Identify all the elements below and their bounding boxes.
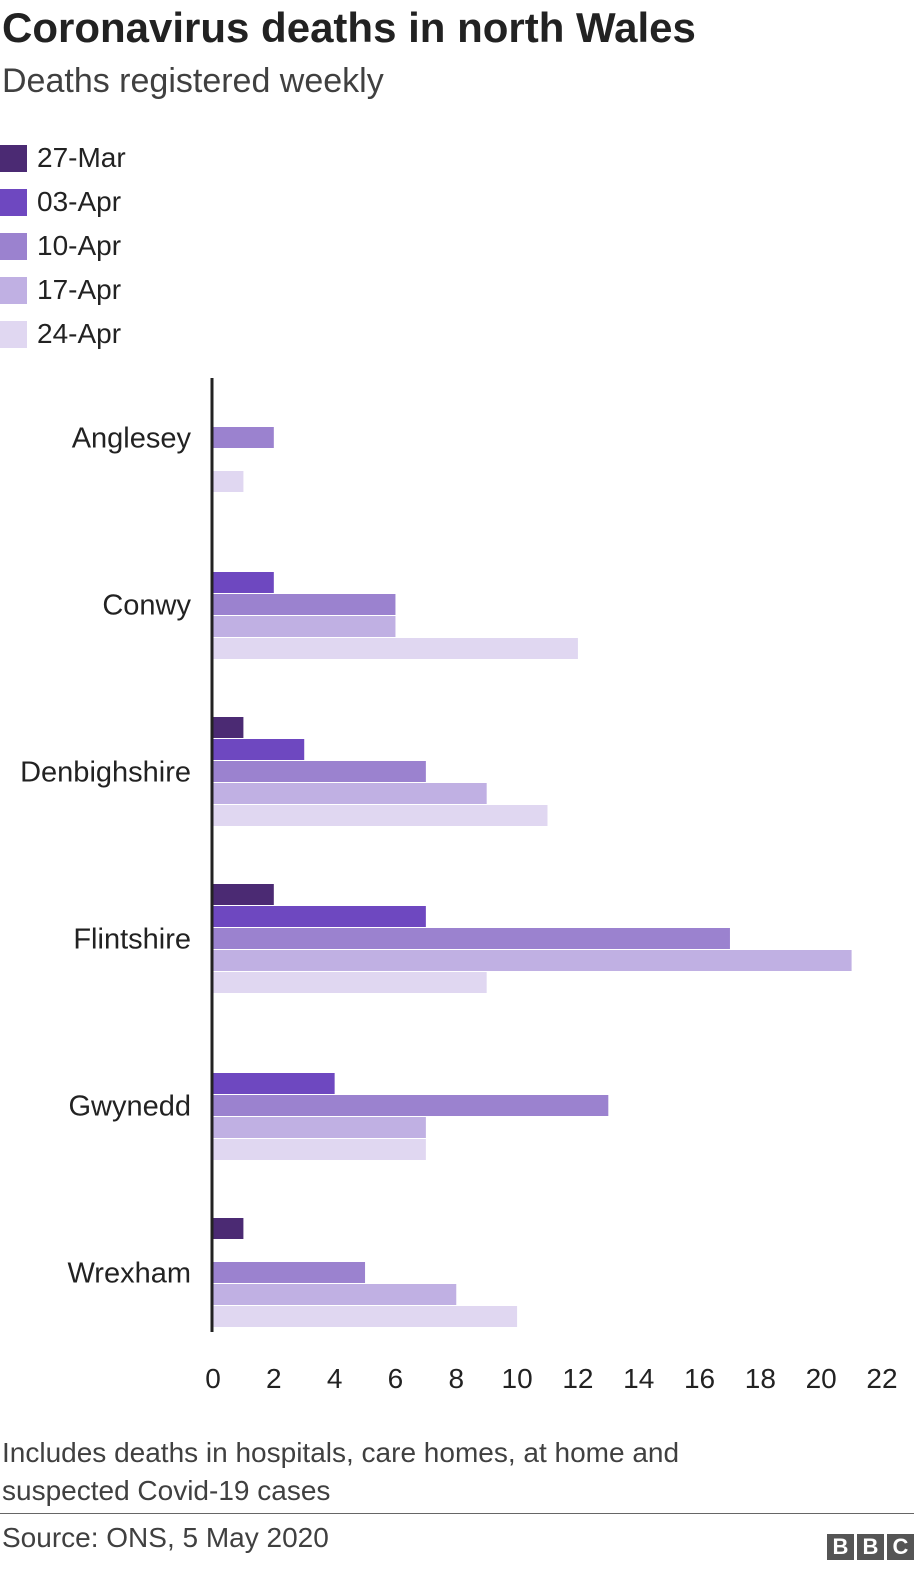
x-tick-label: 14: [623, 1363, 654, 1394]
bar: [213, 1117, 426, 1138]
category-label: Wrexham: [67, 1258, 191, 1290]
bar: [213, 638, 578, 659]
bar: [213, 616, 396, 637]
bar: [213, 1262, 366, 1283]
bar: [213, 572, 274, 593]
bar: [213, 884, 274, 905]
chart-note: Includes deaths in hospitals, care homes…: [2, 1437, 680, 1506]
bar-chart: Anglesey Conwy Denbighshire Flintshire Gwyne…: [20, 378, 898, 1394]
divider: [0, 1513, 914, 1514]
bar: [213, 594, 396, 615]
x-tick-label: 18: [745, 1363, 776, 1394]
legend-label: 24-Apr: [37, 318, 122, 349]
legend-label: 17-Apr: [37, 274, 122, 305]
legend-item: 03-Apr: [0, 180, 126, 224]
chart-subtitle: Deaths registered weekly: [2, 62, 384, 100]
bar: [213, 1306, 518, 1327]
x-tick-label: 20: [806, 1363, 837, 1394]
bar: [213, 928, 730, 949]
bar: [213, 427, 274, 448]
legend-swatch: [0, 232, 27, 260]
x-tick-label: 12: [562, 1363, 593, 1394]
category-label: Gwynedd: [68, 1091, 191, 1123]
bar: [213, 1073, 335, 1094]
bar: [213, 717, 244, 738]
chart-title: Coronavirus deaths in north Wales: [2, 4, 696, 51]
category-label: Conwy: [102, 590, 191, 622]
category-label: Flintshire: [73, 924, 191, 956]
logo-letter: B: [857, 1534, 884, 1560]
legend-swatch: [0, 188, 27, 216]
legend-label: 27-Mar: [37, 142, 126, 173]
bar: [213, 950, 852, 971]
category-label: Anglesey: [72, 423, 192, 455]
legend-item: 24-Apr: [0, 312, 126, 356]
legend-swatch: [0, 276, 27, 304]
category-label: Denbighshire: [20, 757, 191, 789]
source-text: Source: ONS, 5 May 2020: [2, 1522, 329, 1553]
x-tick-label: 4: [327, 1363, 343, 1394]
x-tick-label: 22: [866, 1363, 897, 1394]
legend-item: 27-Mar: [0, 136, 126, 180]
legend-item: 10-Apr: [0, 224, 126, 268]
bar: [213, 783, 487, 804]
logo-letter: C: [887, 1534, 914, 1560]
bar: [213, 471, 244, 492]
bar: [213, 1139, 426, 1160]
legend-label: 03-Apr: [37, 186, 122, 217]
legend: 27-Mar 03-Apr 10-Apr 17-Apr 24-Apr: [0, 136, 126, 356]
legend-swatch: [0, 144, 27, 172]
bar: [213, 1095, 609, 1116]
bar: [213, 1284, 457, 1305]
legend-swatch: [0, 320, 27, 348]
x-tick-label: 0: [205, 1363, 221, 1394]
legend-label: 10-Apr: [37, 230, 122, 261]
x-tick-label: 6: [388, 1363, 404, 1394]
x-tick-label: 16: [684, 1363, 715, 1394]
bar: [213, 761, 426, 782]
x-tick-label: 10: [502, 1363, 533, 1394]
bar: [213, 805, 548, 826]
bar: [213, 1218, 244, 1239]
bar: [213, 906, 426, 927]
x-tick-label: 2: [266, 1363, 282, 1394]
x-tick-label: 8: [448, 1363, 464, 1394]
bar: [213, 739, 305, 760]
bar: [213, 972, 487, 993]
legend-item: 17-Apr: [0, 268, 126, 312]
logo-letter: B: [827, 1534, 854, 1560]
